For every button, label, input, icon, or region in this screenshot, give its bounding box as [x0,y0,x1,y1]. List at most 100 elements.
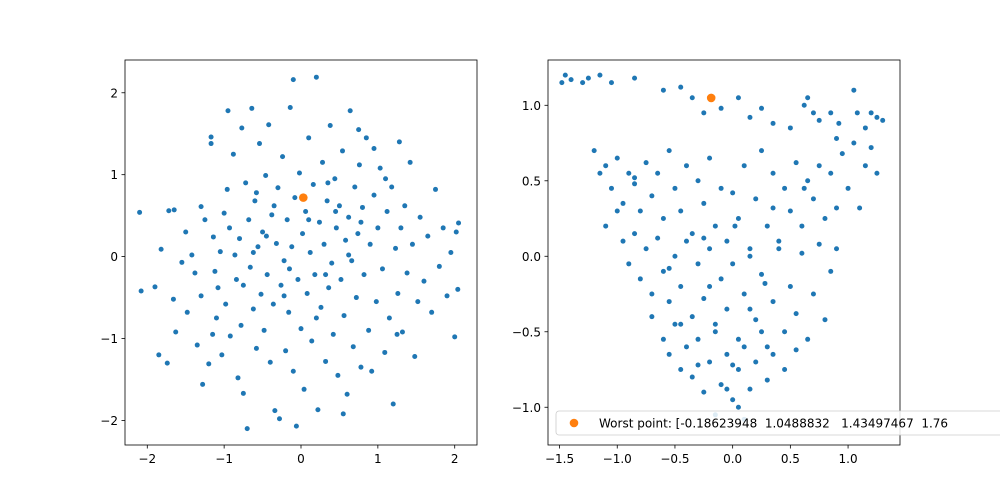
data-point [210,331,216,337]
data-point [212,268,218,274]
data-point [816,241,822,247]
data-point [363,135,369,141]
data-point [834,205,840,211]
data-point [173,329,179,335]
data-point [429,309,435,315]
data-point [373,299,379,305]
data-point [323,272,329,278]
data-point [371,192,377,198]
data-point [224,186,230,192]
data-point [730,261,736,267]
data-point [404,270,410,276]
data-point [358,219,364,225]
data-point [730,190,736,196]
data-point [759,329,765,335]
data-point [764,344,770,350]
data-point [801,185,807,191]
x-tick-label: 2 [451,452,459,466]
data-point [396,139,402,145]
y-tick-label: 2 [110,86,118,100]
data-point [828,110,834,116]
data-point [834,246,840,252]
data-point [273,240,279,246]
data-point [333,225,339,231]
data-point [301,386,307,392]
data-point [343,237,349,243]
data-point [367,241,373,247]
data-point [707,246,713,252]
data-point [310,182,316,188]
data-point [585,75,591,81]
data-point [287,105,293,111]
data-point [632,181,638,187]
data-point [862,163,868,169]
data-point [655,170,661,176]
data-point [340,411,346,417]
data-point [655,235,661,241]
data-point [799,250,805,256]
data-point [440,225,446,231]
data-point [306,135,312,141]
data-point [312,272,318,278]
data-point [326,285,332,291]
data-point [295,277,301,283]
data-point [649,314,655,320]
data-point [338,277,344,283]
data-point [845,185,851,191]
data-point [701,389,707,395]
data-point [250,306,256,312]
data-point [390,401,396,407]
data-point [244,426,250,432]
data-point [321,241,327,247]
data-point [402,203,408,209]
data-point [393,245,399,251]
data-point [747,114,753,120]
data-point [701,110,707,116]
data-point [764,377,770,383]
data-point [718,185,724,191]
axes-frame [547,59,901,446]
data-point [264,272,270,278]
data-point [183,229,189,235]
series-samples [559,72,886,422]
data-point [166,208,172,214]
worst-point-marker [706,93,716,103]
data-point [138,288,144,294]
data-point [603,223,609,229]
data-point [240,282,246,288]
data-point [371,145,377,151]
data-point [192,270,198,276]
data-point [330,331,336,337]
data-point [753,317,759,323]
data-point [620,238,626,244]
data-point [217,249,223,255]
data-point [455,286,461,292]
data-point [759,105,765,111]
data-point [300,231,306,237]
data-point [608,185,614,191]
data-point [701,200,707,206]
data-point [158,246,164,252]
x-tick-label: 0.0 [723,452,742,466]
data-point [243,180,249,186]
data-point [660,87,666,93]
data-point [208,141,214,147]
data-point [649,193,655,199]
data-point [409,241,415,247]
data-point [805,336,811,342]
data-point [816,163,822,169]
data-point [747,253,753,259]
data-point [732,223,738,229]
data-point [707,155,713,161]
data-point [341,313,347,319]
data-point [246,217,252,223]
data-point [257,141,262,147]
data-point [293,423,299,429]
data-point [237,236,243,242]
data-point [215,285,221,291]
data-point [828,170,834,176]
data-point [580,80,586,86]
data-point [223,301,229,307]
data-point [810,196,816,202]
data-point [171,207,177,213]
